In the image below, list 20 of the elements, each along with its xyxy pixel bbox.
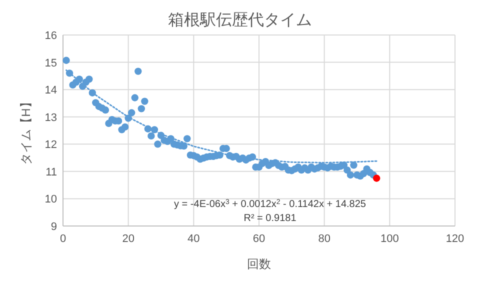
annotation: y = -4E-06x$^{3}$ + 0.0012x$^{2}$ - 0.1142x + 14.825: [174, 198, 366, 210]
y-tick-label: 10: [44, 194, 57, 206]
x-axis-title: 回数: [247, 257, 271, 271]
y-tick-label: 12: [44, 139, 57, 152]
x-tick-label: 0: [60, 233, 66, 245]
y-axis-title: タイム【H】: [19, 96, 33, 165]
x-tick-label: 120: [446, 233, 464, 245]
y-tick-label: 16: [44, 30, 57, 42]
x-tick-label: 80: [318, 233, 330, 245]
y-tick-label: 15: [44, 57, 57, 70]
annotation: R² = 0.9181: [244, 213, 297, 224]
x-tick-label: 100: [380, 233, 399, 245]
y-tick-label: 13: [44, 112, 57, 124]
y-tick-label: 9: [50, 221, 57, 233]
y-tick-label: 11: [46, 166, 57, 178]
y-tick-label: 14: [44, 84, 57, 97]
x-tick-label: 60: [252, 233, 266, 245]
x-tick-label: 40: [188, 233, 200, 245]
x-tick-label: 20: [122, 233, 134, 245]
chart-title: 箱根駅伝歴代タイム: [168, 11, 312, 29]
